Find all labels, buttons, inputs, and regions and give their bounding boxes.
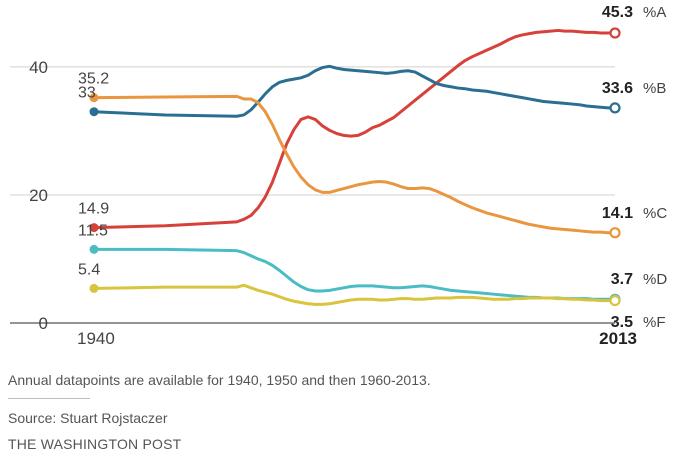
series-lines xyxy=(92,28,617,306)
series-markers xyxy=(89,27,621,307)
series-line-c xyxy=(92,94,617,235)
series-line-d xyxy=(92,247,617,301)
x-tick-label-start: 1940 xyxy=(77,329,115,348)
start-marker-d xyxy=(89,244,99,254)
series-line-f xyxy=(92,283,617,306)
publisher-credit: THE WASHINGTON POST xyxy=(8,436,182,452)
start-marker-f xyxy=(89,283,99,293)
end-marker-c xyxy=(609,227,621,239)
x-axis-labels: 1940 2013 xyxy=(77,329,637,348)
end-value-f: 3.5 xyxy=(611,314,633,331)
start-label-b: 33 xyxy=(78,85,96,102)
y-axis-ticks: 0 20 40 xyxy=(29,58,48,333)
end-value-c: 14.1 xyxy=(602,205,633,222)
y-tick-label: 40 xyxy=(29,58,48,77)
start-label-c: 35.2 xyxy=(78,71,109,88)
end-value-d: 3.7 xyxy=(611,271,633,288)
gridlines xyxy=(10,66,615,324)
end-marker-b xyxy=(609,102,621,114)
series-line-b xyxy=(92,64,617,118)
start-marker-a xyxy=(89,223,99,233)
footer-divider xyxy=(8,398,90,399)
end-value-a: 45.3 xyxy=(602,4,633,21)
end-value-b: 33.6 xyxy=(602,80,633,97)
start-marker-c xyxy=(89,93,99,103)
y-tick-label: 0 xyxy=(39,314,48,333)
start-label-a: 14.9 xyxy=(78,201,109,218)
start-label-d: 11.5 xyxy=(78,222,108,239)
footnote: Annual datapoints are available for 1940… xyxy=(8,372,431,388)
series-name-b: %B xyxy=(643,80,666,97)
series-name-a: %A xyxy=(643,4,666,21)
x-tick-label-end: 2013 xyxy=(599,329,637,348)
end-marker-f xyxy=(609,294,621,307)
y-tick-label: 20 xyxy=(29,186,48,205)
series-name-f: %F xyxy=(643,314,666,331)
source-credit: Source: Stuart Rojstaczer xyxy=(8,410,168,426)
start-marker-b xyxy=(89,107,99,117)
series-line-a xyxy=(92,28,617,230)
start-label-f: 5.4 xyxy=(78,261,100,278)
end-marker-a xyxy=(609,27,621,39)
series-name-d: %D xyxy=(643,271,667,288)
series-name-c: %C xyxy=(643,205,667,222)
